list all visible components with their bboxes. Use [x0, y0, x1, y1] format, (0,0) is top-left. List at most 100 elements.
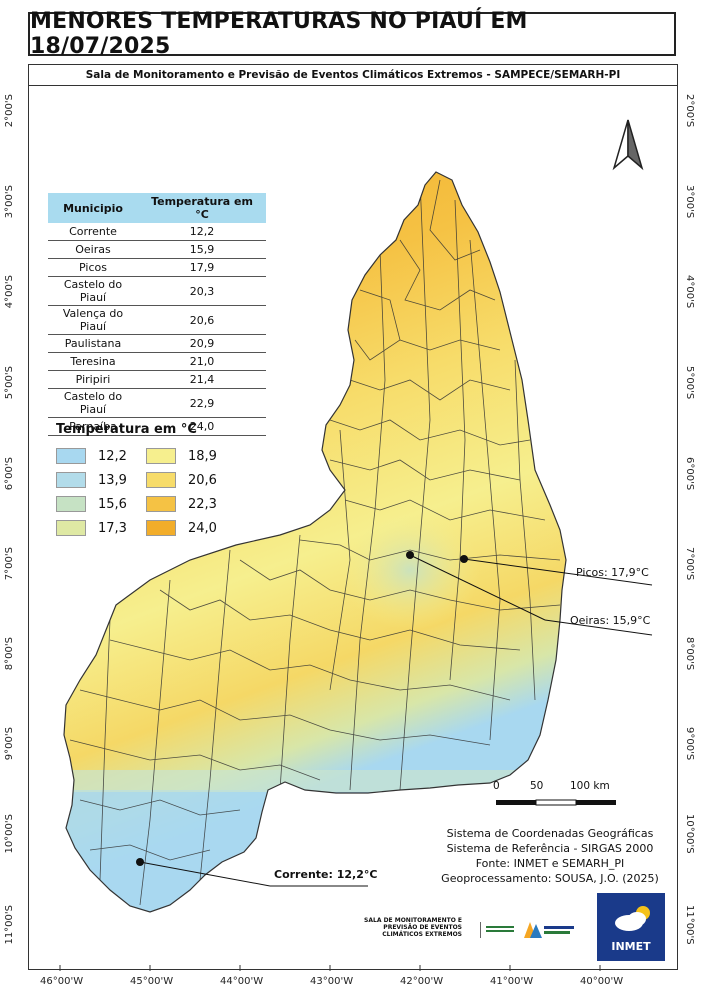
callout-corrente: Corrente: 12,2°C	[274, 868, 378, 881]
legend-item: 22,3	[146, 496, 217, 512]
legend-item: 12,2	[56, 448, 127, 464]
legend-swatch	[56, 496, 86, 512]
legend-item: 20,6	[146, 472, 217, 488]
legend-title: Temperatura em °C	[56, 422, 197, 437]
scale-label: 0	[493, 780, 500, 792]
table-cell: Paulistana	[48, 334, 138, 353]
lat-label-right: 8°00'S	[684, 637, 695, 671]
table-cell: 24,0	[138, 417, 266, 436]
callout-picos: Picos: 17,9°C	[576, 566, 649, 579]
table-header-temperatura: Temperatura em °C	[138, 193, 266, 223]
table-row: Valença do Piauí 20,6	[48, 305, 266, 335]
table-row: Corrente 12,2	[48, 223, 266, 241]
lat-label-left: 5°00'S	[4, 366, 15, 400]
lon-label: 40°00'W	[580, 976, 624, 987]
table-cell: Oeiras	[48, 240, 138, 259]
lat-label-left: 2°00'S	[4, 94, 15, 128]
legend-label: 17,3	[98, 520, 127, 536]
scale-label: 50	[530, 780, 544, 792]
table-cell: 20,3	[138, 276, 266, 306]
lat-label-right: 6°00'S	[684, 457, 695, 491]
table-row: Paulistana 20,9	[48, 334, 266, 353]
table-cell: 15,9	[138, 240, 266, 259]
credit-line: Sistema de Coordenadas Geográficas	[446, 827, 654, 840]
legend-label: 24,0	[188, 520, 217, 536]
legend-swatch	[146, 520, 176, 536]
lat-label-right: 4°00'S	[684, 275, 695, 309]
north-arrow-icon	[612, 119, 644, 171]
callout-oeiras: Oeiras: 15,9°C	[570, 614, 651, 627]
credit-line: Fonte: INMET e SEMARH_PI	[475, 857, 625, 870]
lat-label-right: 3°00'S	[684, 185, 695, 219]
lon-label: 41°00'W	[490, 976, 534, 987]
credit-line: Geoprocessamento: SOUSA, J.O. (2025)	[441, 872, 659, 885]
legend-label: 15,6	[98, 496, 127, 512]
table-cell: Castelo do Piauí	[48, 388, 138, 418]
legend-swatch	[56, 520, 86, 536]
table-row: Picos 17,9	[48, 258, 266, 277]
table-cell: 12,2	[138, 223, 266, 241]
legend-label: 13,9	[98, 472, 127, 488]
inmet-label: INMET	[611, 940, 651, 953]
table-row: Oeiras 15,9	[48, 240, 266, 259]
legend-item: 18,9	[146, 448, 217, 464]
lon-label: 44°00'W	[220, 976, 264, 987]
lat-label-left: 11°00'S	[4, 905, 15, 945]
lat-label-left: 6°00'S	[4, 457, 15, 491]
legend-item: 17,3	[56, 520, 127, 536]
logo-text: CLIMÁTICOS EXTREMOS	[382, 931, 462, 938]
legend-item: 24,0	[146, 520, 217, 536]
legend-swatch	[146, 496, 176, 512]
map-title: MENORES TEMPERATURAS NO PIAUÍ EM 18/07/2…	[30, 9, 528, 59]
lat-label-right: 11°00'S	[684, 905, 695, 945]
table-row: Parnaíba 24,0	[48, 417, 266, 436]
legend-swatch	[56, 448, 86, 464]
table-cell: Valença do Piauí	[48, 305, 138, 335]
lon-label: 42°00'W	[400, 976, 444, 987]
table-cell: Teresina	[48, 352, 138, 371]
table-row: Teresina 21,0	[48, 352, 266, 371]
lat-label-left: 4°00'S	[4, 275, 15, 309]
weather-cloud-icon	[615, 906, 650, 931]
table-row: Piripiri 21,4	[48, 370, 266, 389]
legend-label: 20,6	[188, 472, 217, 488]
lon-label: 45°00'W	[130, 976, 174, 987]
table-cell: Castelo do Piauí	[48, 276, 138, 306]
table-cell: 21,4	[138, 370, 266, 389]
lat-label-left: 10°00'S	[4, 814, 15, 854]
lat-label-right: 7°00'S	[684, 547, 695, 581]
title-box: MENORES TEMPERATURAS NO PIAUÍ EM 18/07/2…	[28, 9, 676, 59]
temperature-table: Municipio Temperatura em °C Corrente 12,2…	[48, 193, 266, 436]
legend-label: 18,9	[188, 448, 217, 464]
piaui-government-logo	[480, 922, 574, 938]
table-row: Castelo do Piauí 22,9	[48, 388, 266, 418]
logo-text: SALA DE MONITORAMENTO E	[364, 917, 462, 924]
credit-line: Sistema de Referência - SIRGAS 2000	[446, 842, 654, 855]
table-cell: 20,6	[138, 305, 266, 335]
lon-label: 43°00'W	[310, 976, 354, 987]
subtitle-bar: Sala de Monitoramento e Previsão de Even…	[28, 64, 678, 86]
table-cell: Corrente	[48, 223, 138, 241]
sampece-logo: SALA DE MONITORAMENTO E PREVISÃO DE EVEN…	[358, 917, 462, 938]
legend-item: 13,9	[56, 472, 127, 488]
table-cell: 21,0	[138, 352, 266, 371]
credits: Sistema de Coordenadas Geográficas Siste…	[440, 826, 660, 886]
legend-swatch	[146, 448, 176, 464]
scale-label: 100 km	[570, 780, 610, 792]
table-cell: Parnaíba	[48, 417, 138, 436]
lat-label-right: 10°00'S	[684, 814, 695, 854]
table-cell: 17,9	[138, 258, 266, 277]
inmet-logo: INMET	[597, 893, 665, 961]
legend-item: 15,6	[56, 496, 127, 512]
map-frame	[28, 64, 678, 970]
lat-label-left: 8°00'S	[4, 637, 15, 671]
legend-label: 22,3	[188, 496, 217, 512]
lat-label-right: 9°00'S	[684, 727, 695, 761]
logo-text: PREVISÃO DE EVENTOS	[383, 924, 462, 931]
table-header-municipio: Municipio	[48, 193, 138, 223]
lat-label-right: 2°00'S	[684, 94, 695, 128]
legend-swatch	[56, 472, 86, 488]
table-cell: Piripiri	[48, 370, 138, 389]
table-cell: 20,9	[138, 334, 266, 353]
